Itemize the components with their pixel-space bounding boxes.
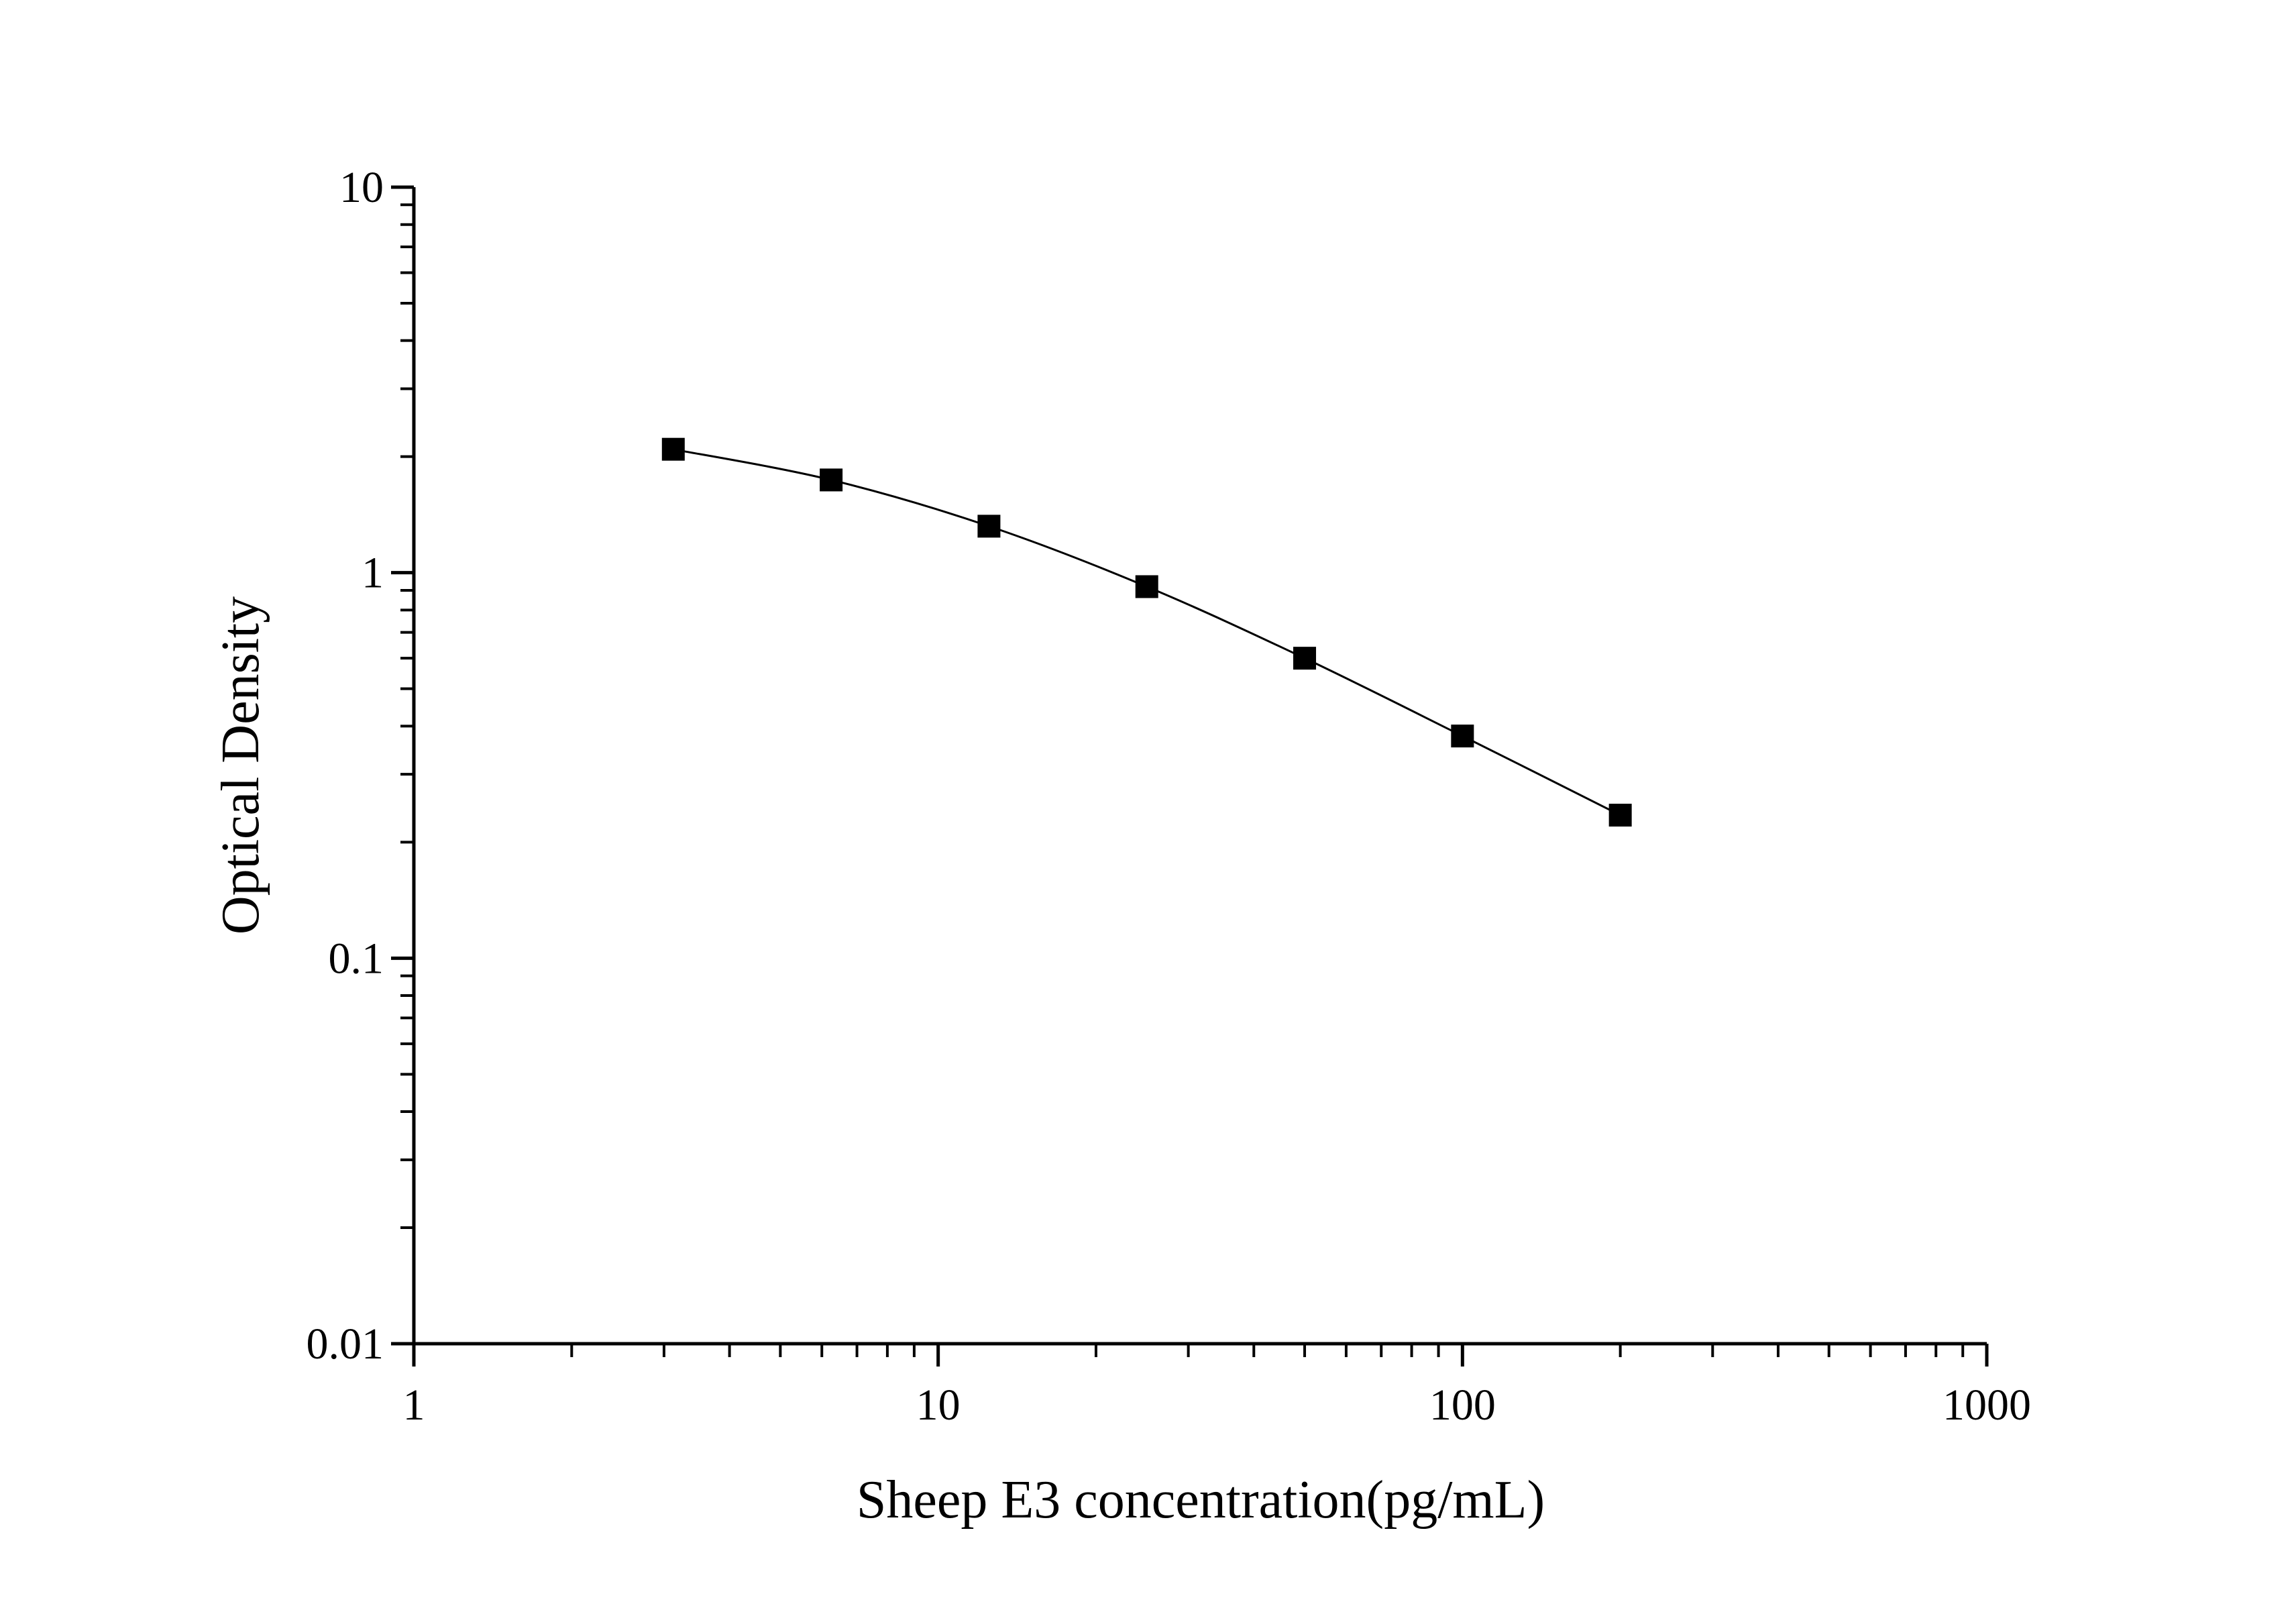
data-points bbox=[661, 437, 1632, 827]
y-tick-label: 10 bbox=[339, 163, 384, 212]
x-axis-title: Sheep E3 concentration(pg/mL) bbox=[857, 1471, 1545, 1530]
y-tick-label: 0.1 bbox=[329, 934, 384, 983]
x-tick-label: 1000 bbox=[1943, 1381, 2031, 1430]
x-tick-label: 10 bbox=[916, 1381, 961, 1430]
data-point-marker bbox=[661, 437, 685, 461]
x-tick-label: 1 bbox=[403, 1381, 425, 1430]
data-point-marker bbox=[977, 515, 1001, 538]
data-point-marker bbox=[1451, 725, 1474, 748]
data-point-marker bbox=[820, 468, 843, 492]
fit-curve bbox=[673, 448, 1621, 816]
data-point-marker bbox=[1293, 647, 1317, 670]
y-axis-title: Optical Density bbox=[211, 596, 270, 934]
x-tick-label: 100 bbox=[1429, 1381, 1496, 1430]
fit-curve-path bbox=[673, 448, 1621, 816]
y-tick-label: 0.01 bbox=[307, 1320, 384, 1369]
data-point-marker bbox=[1608, 804, 1632, 827]
data-point-marker bbox=[1135, 575, 1158, 598]
y-tick-label: 1 bbox=[362, 549, 384, 598]
axes: 1 10 100 1000 0.01 0.1 1 10 bbox=[307, 163, 2032, 1430]
